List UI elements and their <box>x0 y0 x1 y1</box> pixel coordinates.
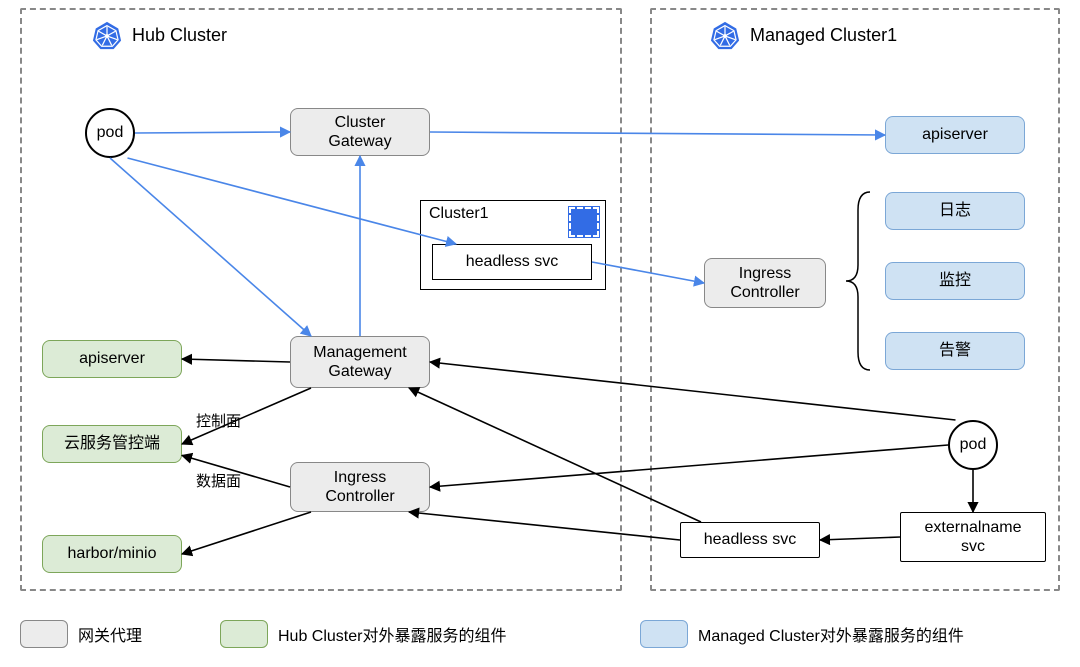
brace-icon <box>0 0 1080 667</box>
